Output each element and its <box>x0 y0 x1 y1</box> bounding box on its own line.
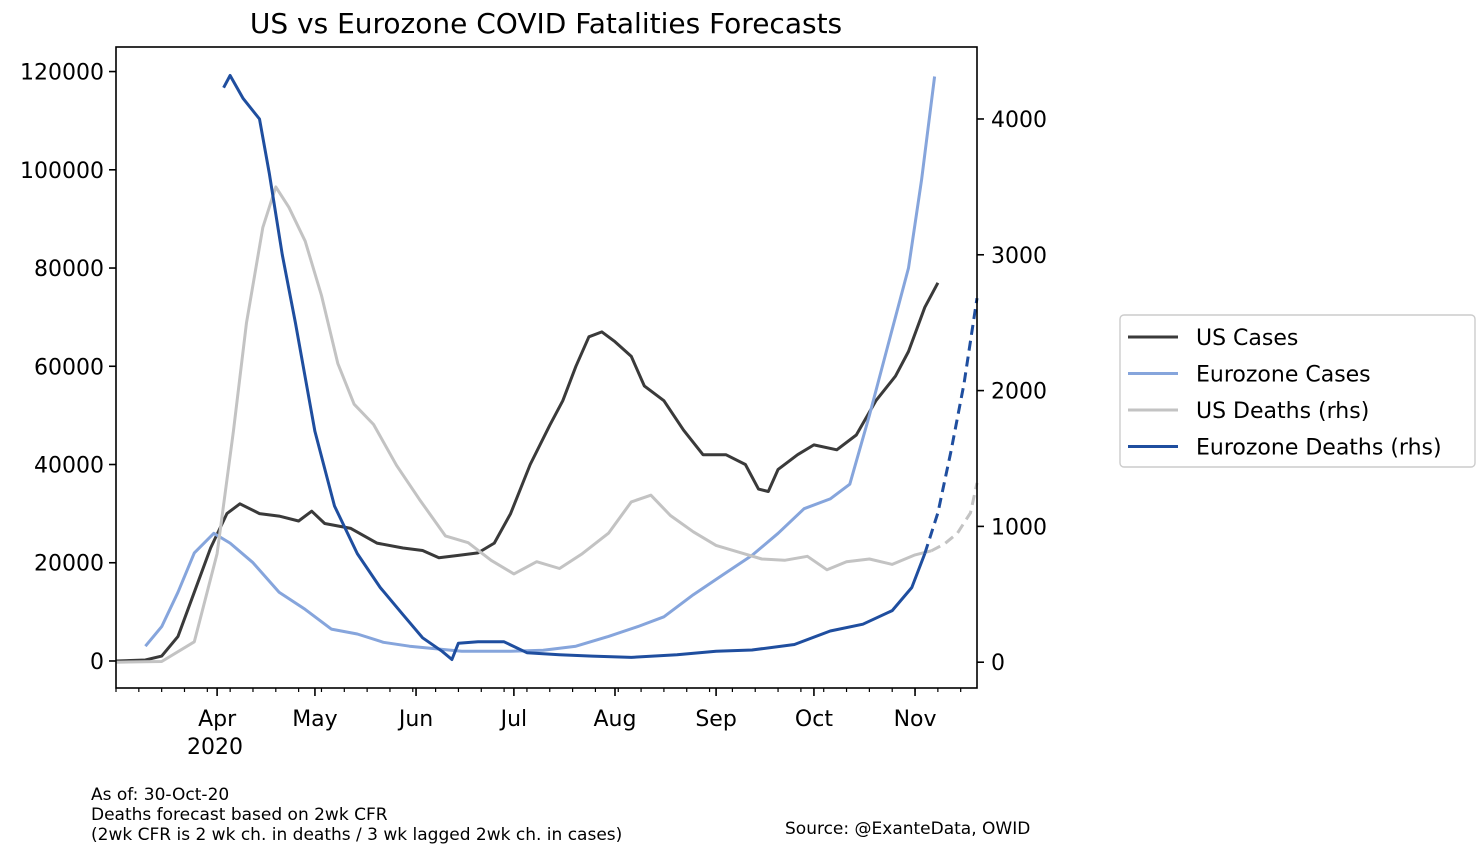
legend-label: US Deaths (rhs) <box>1196 399 1369 424</box>
y-axis-left: 0 20000 40000 60000 80000 100000 120000 <box>20 61 116 675</box>
series-line-us-deaths-rhs <box>115 185 932 664</box>
y-left-tick-label: 120000 <box>20 61 104 86</box>
y-right-tick-label: 3000 <box>991 244 1047 269</box>
legend-label: US Cases <box>1196 326 1298 351</box>
x-tick-label: Nov <box>894 707 937 732</box>
chart-title: US vs Eurozone COVID Fatalities Forecast… <box>250 7 842 40</box>
legend: US Cases Eurozone Cases US Deaths (rhs) Eur… <box>1119 314 1476 468</box>
x-tick-label: Sep <box>695 707 736 732</box>
x-tick-label: Aug <box>594 707 637 732</box>
note-definition: (2wk CFR is 2 wk ch. in deaths / 3 wk la… <box>91 825 622 845</box>
series-layer <box>115 74 979 664</box>
note-as-of: As of: 30-Oct-20 <box>91 785 229 805</box>
series-line-eurozone-deaths-rhs-forecast <box>923 297 979 555</box>
x-tick-label: May <box>292 707 337 732</box>
note-source: Source: @ExanteData, OWID <box>785 819 1030 839</box>
y-right-tick-label: 0 <box>991 651 1005 676</box>
y-left-tick-label: 100000 <box>20 159 104 184</box>
series-line-eurozone-deaths-rhs <box>222 74 927 661</box>
x-tick-label: Jul <box>499 707 528 732</box>
y-left-tick-label: 20000 <box>34 552 104 577</box>
x-year-label: 2020 <box>187 735 243 760</box>
y-right-tick-label: 4000 <box>991 108 1047 133</box>
plot-frame <box>115 46 978 689</box>
x-tick-label: Oct <box>795 707 833 732</box>
y-right-tick-label: 1000 <box>991 515 1047 540</box>
y-left-tick-label: 60000 <box>34 355 104 380</box>
y-left-tick-label: 40000 <box>34 454 104 479</box>
y-left-tick-label: 0 <box>90 650 104 675</box>
x-tick-label: Jun <box>397 707 433 732</box>
legend-items: US Cases Eurozone Cases US Deaths (rhs) Eur… <box>1128 326 1442 461</box>
y-axis-right: 0 1000 2000 3000 4000 <box>977 108 1047 676</box>
note-method: Deaths forecast based on 2wk CFR <box>91 805 388 825</box>
y-right-tick-label: 2000 <box>991 380 1047 405</box>
x-tick-label: Apr <box>198 707 237 732</box>
y-left-tick-label: 80000 <box>34 257 104 282</box>
series-line-eurozone-cases <box>144 76 937 653</box>
legend-label: Eurozone Cases <box>1196 363 1371 388</box>
legend-label: Eurozone Deaths (rhs) <box>1196 436 1442 461</box>
x-axis: Apr May Jun Jul Aug Sep Oct Nov <box>115 688 962 732</box>
series-line-us-cases <box>115 282 940 663</box>
series-line-us-deaths-rhs-forecast <box>930 482 979 553</box>
legend-frame <box>1119 314 1476 468</box>
